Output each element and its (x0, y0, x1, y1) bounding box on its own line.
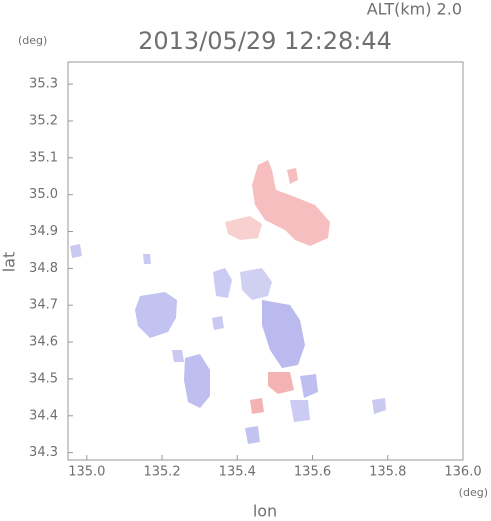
altitude-annotation: ALT(km) 2.0 (367, 0, 462, 19)
y-tick-label: 35.3 (29, 77, 58, 92)
y-unit: (deg) (18, 34, 47, 47)
y-tick-label: 34.3 (29, 445, 58, 460)
x-axis-label: lon (253, 502, 277, 521)
y-tick-label: 34.8 (29, 261, 58, 276)
x-tick-label: 135.4 (219, 465, 256, 480)
y-tick-label: 34.9 (29, 224, 58, 239)
x-tick-label: 136.0 (444, 465, 481, 480)
x-tick-label: 135.2 (143, 465, 180, 480)
y-tick-label: 35.2 (29, 113, 58, 128)
chart-title: 2013/05/29 12:28:44 (138, 27, 392, 55)
y-tick-label: 34.6 (29, 335, 58, 350)
x-tick-label: 135.0 (68, 465, 105, 480)
y-tick-label: 34.4 (29, 408, 58, 423)
x-tick-label: 135.6 (294, 465, 331, 480)
x-unit: (deg) (459, 486, 488, 499)
y-tick-label: 34.5 (29, 371, 58, 386)
plot-frame (67, 61, 464, 461)
y-axis-label: lat (0, 252, 19, 273)
y-tick-label: 35.0 (29, 187, 58, 202)
y-tick-label: 34.7 (29, 298, 58, 313)
y-tick-label: 35.1 (29, 150, 58, 165)
echo-field (70, 160, 386, 444)
x-tick-label: 135.8 (369, 465, 406, 480)
